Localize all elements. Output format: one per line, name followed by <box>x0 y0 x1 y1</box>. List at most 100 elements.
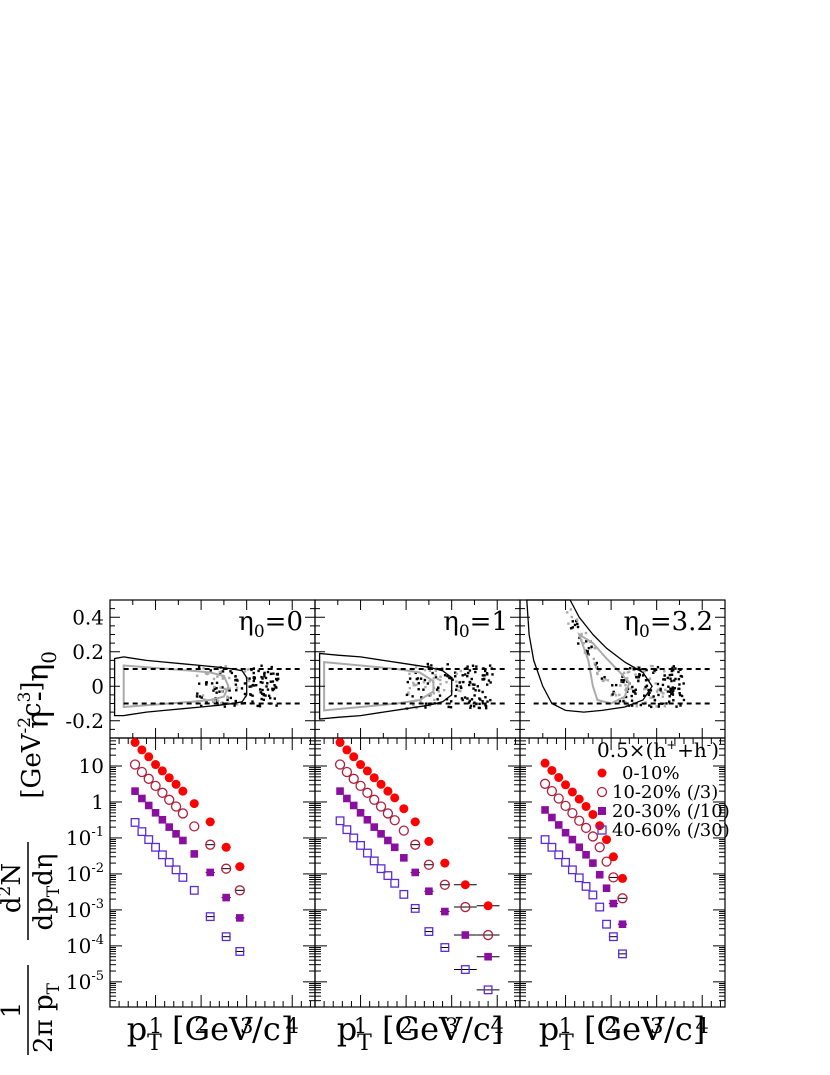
data-point-s3-2 <box>144 835 154 845</box>
density-point <box>428 680 431 683</box>
density-point <box>272 687 276 691</box>
density-point <box>677 677 681 681</box>
density-point <box>201 694 205 697</box>
xlabel-units: [GeV/c] <box>162 1010 293 1048</box>
data-point-s1-8 <box>594 842 605 853</box>
density-point <box>586 653 590 657</box>
data-point-s2-1 <box>138 794 146 803</box>
density-point <box>258 688 262 691</box>
density-point <box>226 696 229 699</box>
density-point <box>423 678 427 682</box>
density-point <box>474 670 477 674</box>
density-point <box>600 677 604 680</box>
density-point <box>431 671 434 675</box>
density-point <box>226 698 229 702</box>
density-point <box>438 694 442 697</box>
data-point-s3-3 <box>561 857 571 867</box>
density-point <box>665 702 668 705</box>
density-point <box>652 695 655 698</box>
inner-contour <box>577 632 631 705</box>
density-point <box>631 666 634 670</box>
density-point <box>576 625 580 629</box>
density-point <box>235 689 238 692</box>
density-point <box>671 687 675 691</box>
density-point <box>613 692 616 695</box>
data-point-s3-9 <box>399 889 409 899</box>
top-panel-1: η0=1 <box>314 599 521 739</box>
density-point <box>491 673 494 676</box>
density-point <box>464 673 467 676</box>
density-point <box>670 692 673 696</box>
data-point-s2-8 <box>390 843 399 852</box>
density-point <box>567 622 570 625</box>
density-point <box>672 665 676 668</box>
data-point-s2-3 <box>151 809 160 817</box>
density-point <box>470 677 473 681</box>
density-point <box>414 671 417 675</box>
density-point <box>655 690 659 693</box>
density-point <box>205 700 208 704</box>
density-point <box>680 694 684 698</box>
density-point <box>202 698 206 701</box>
data-point-s1-4 <box>157 787 168 798</box>
density-point <box>264 676 268 680</box>
density-point <box>253 677 256 681</box>
density-point <box>656 688 660 691</box>
ytick-base: 10 <box>66 862 91 886</box>
density-point <box>657 705 660 708</box>
density-point <box>482 678 485 681</box>
density-point <box>264 694 267 697</box>
xtick-label: 1 <box>354 1014 367 1038</box>
data-point-s1-2 <box>553 793 564 804</box>
density-point <box>228 687 231 690</box>
density-point <box>437 686 440 690</box>
density-point <box>262 693 265 697</box>
density-point <box>257 669 260 673</box>
density-point <box>412 683 415 687</box>
density-point <box>260 697 263 701</box>
density-point <box>419 700 422 703</box>
density-point <box>459 685 462 688</box>
bottom-ylabel-dT: T <box>44 885 64 897</box>
density-point <box>606 679 610 682</box>
density-point <box>457 689 461 692</box>
density-point <box>432 677 436 680</box>
data-point-s2-8 <box>190 850 199 858</box>
density-point <box>453 671 457 674</box>
data-point-s3-8 <box>189 885 199 895</box>
density-point <box>197 682 201 685</box>
data-point-s1-8 <box>389 815 400 826</box>
density-point <box>634 673 637 676</box>
data-point-s3-5 <box>164 857 174 867</box>
xtick-label: 2 <box>604 1014 617 1038</box>
data-point-s2-6 <box>172 830 180 838</box>
density-point <box>200 696 203 699</box>
density-point <box>484 704 487 707</box>
density-point <box>580 632 583 636</box>
density-point <box>622 680 625 684</box>
density-point <box>451 678 454 681</box>
density-point <box>635 705 639 708</box>
data-point-s3-10 <box>410 903 420 913</box>
density-point <box>622 679 626 682</box>
legend-entry-1: 10-20% (/3) <box>612 782 718 803</box>
density-point <box>659 687 662 691</box>
ytick-label: 10-4 <box>66 933 104 958</box>
density-point <box>630 699 634 702</box>
density-point <box>424 706 427 709</box>
panel-annotation: η0=0 <box>238 607 303 642</box>
density-point <box>474 689 477 692</box>
data-point-s0-0 <box>540 758 550 768</box>
density-point <box>228 676 231 680</box>
density-point <box>582 641 586 645</box>
density-point <box>671 666 674 670</box>
data-point-s1-10 <box>608 872 619 883</box>
density-point <box>682 682 685 685</box>
density-point <box>669 687 672 690</box>
density-point <box>672 689 675 692</box>
top-panel-2: η0=3.2 <box>519 599 726 739</box>
density-point <box>481 674 485 677</box>
density-point <box>669 677 672 680</box>
outer-contour <box>318 652 453 720</box>
density-point <box>243 670 247 673</box>
